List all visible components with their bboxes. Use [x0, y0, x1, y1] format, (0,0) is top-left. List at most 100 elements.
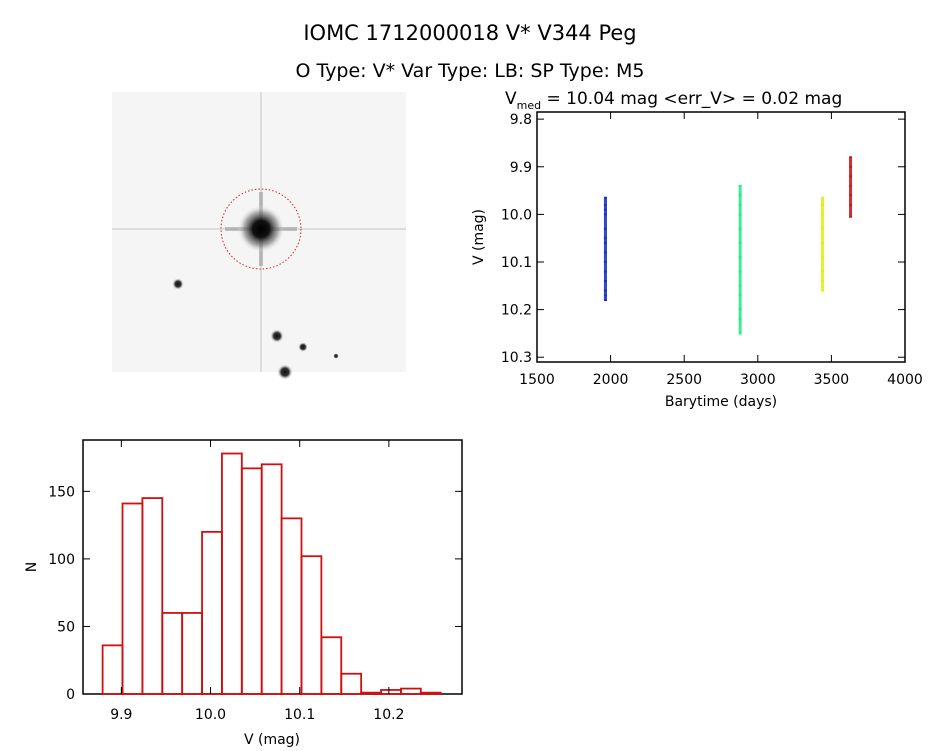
field-star — [270, 329, 284, 343]
hist-xtick-label: 10.0 — [195, 707, 226, 723]
lc-xtick-label: 4000 — [887, 372, 923, 388]
lc-data-point — [821, 196, 825, 199]
target-star — [237, 205, 285, 253]
lc-data-point — [603, 241, 607, 244]
hist-bar — [300, 555, 323, 695]
lc-data-point — [738, 213, 742, 216]
lc-data-point — [821, 203, 825, 206]
lc-data-point — [603, 294, 607, 297]
lc-data-point — [603, 208, 607, 211]
hist-bar — [101, 644, 124, 695]
hist-bar — [181, 612, 203, 695]
lc-data-point — [738, 284, 742, 287]
hist-ytick-label: 0 — [66, 687, 75, 703]
lc-xtick-label: 3500 — [814, 372, 850, 388]
hist-bar — [260, 463, 283, 695]
hist-bar — [221, 452, 243, 695]
lc-data-point — [738, 194, 742, 197]
lc-series-0-band — [603, 197, 607, 301]
hist-ytick-label: 150 — [48, 484, 75, 500]
lc-data-point — [738, 318, 742, 321]
hist-bar — [121, 502, 144, 695]
hist-plot-frame — [82, 439, 463, 695]
hist-bar — [400, 687, 422, 695]
lc-data-point — [738, 294, 742, 297]
lc-data-point — [849, 194, 853, 197]
hist-bar — [240, 467, 263, 695]
field-star — [172, 278, 184, 290]
hist-ytick-label: 100 — [48, 552, 75, 568]
lc-ytick-label: 10.3 — [501, 350, 532, 366]
lc-data-point — [738, 308, 742, 311]
lc-data-point — [738, 227, 742, 230]
lc-data-point — [738, 270, 742, 273]
title-line1: IOMC 1712000018 V* V344 Peg — [303, 21, 636, 45]
lc-data-point — [603, 237, 607, 240]
lc-ytick-label: 9.8 — [510, 112, 532, 128]
lc-ylabel: V (mag) — [471, 209, 487, 265]
hist-bar — [201, 530, 223, 695]
lc-data-point — [603, 261, 607, 263]
lc-data-point — [603, 196, 607, 199]
lc-data-point — [849, 156, 853, 159]
lc-data-point — [603, 227, 607, 230]
hist-ylabel: N — [24, 562, 40, 572]
field-star — [277, 364, 293, 380]
lc-data-point — [821, 256, 825, 259]
lc-data-point — [849, 203, 853, 206]
lc-data-point — [738, 203, 742, 206]
field-star — [333, 353, 339, 359]
lc-data-point — [603, 299, 607, 302]
lc-data-point — [821, 270, 825, 273]
lc-xtick-label: 2500 — [666, 372, 702, 388]
lc-series-3-band — [849, 157, 853, 217]
lc-ytick-label: 9.9 — [510, 160, 532, 176]
lc-data-point — [821, 241, 825, 244]
field-star — [298, 342, 308, 352]
lc-data-point — [738, 256, 742, 259]
lc-title: Vmed = 10.04 mag <err_V> = 0.02 mag — [505, 89, 842, 112]
lc-data-point — [821, 213, 825, 216]
lc-ytick-label: 10.1 — [501, 255, 532, 271]
aperture-circle — [220, 188, 302, 270]
lc-data-point — [738, 184, 742, 187]
title-line2: O Type: V* Var Type: LB: SP Type: M5 — [296, 60, 645, 82]
lc-data-point — [821, 280, 825, 283]
hist-ytick-label: 50 — [57, 619, 75, 635]
lc-data-point — [603, 213, 607, 216]
hist-bar — [419, 691, 442, 695]
hist-bar — [340, 672, 363, 695]
hist-xlabel: V (mag) — [244, 732, 300, 747]
lc-ytick-label: 10.0 — [501, 207, 532, 223]
lc-xtick-label: 2000 — [593, 372, 629, 388]
lc-series-2-band — [821, 197, 825, 291]
lc-data-point — [603, 289, 607, 292]
lc-xtick-label: 1500 — [519, 372, 555, 388]
lc-data-point — [849, 175, 853, 178]
lc-data-point — [603, 280, 607, 283]
lc-data-point — [603, 270, 607, 273]
hist-xtick-label: 10.2 — [373, 707, 404, 723]
lc-ytick-label: 10.2 — [501, 303, 532, 319]
hist-bar — [141, 497, 164, 695]
hist-bar — [380, 689, 402, 695]
hist-xtick-label: 10.1 — [284, 707, 315, 723]
hist-bar — [360, 691, 382, 695]
sky-image — [112, 92, 406, 380]
lc-data-point — [821, 227, 825, 230]
lc-data-point — [849, 215, 853, 218]
lc-data-point — [603, 251, 607, 254]
lc-xlabel: Barytime (days) — [665, 394, 777, 410]
light-curve-chart: Vmed = 10.04 mag <err_V> = 0.02 mag Bary… — [471, 89, 923, 410]
lc-data-point — [821, 289, 825, 292]
lc-data-point — [738, 241, 742, 244]
lc-data-point — [603, 203, 607, 206]
hist-xtick-label: 9.9 — [110, 707, 132, 723]
lc-data-point — [738, 332, 742, 335]
lc-plot-frame — [536, 111, 906, 363]
hist-bar — [161, 612, 184, 695]
lc-data-point — [849, 184, 853, 187]
lc-data-point — [849, 165, 853, 168]
lc-xtick-label: 3000 — [740, 372, 776, 388]
